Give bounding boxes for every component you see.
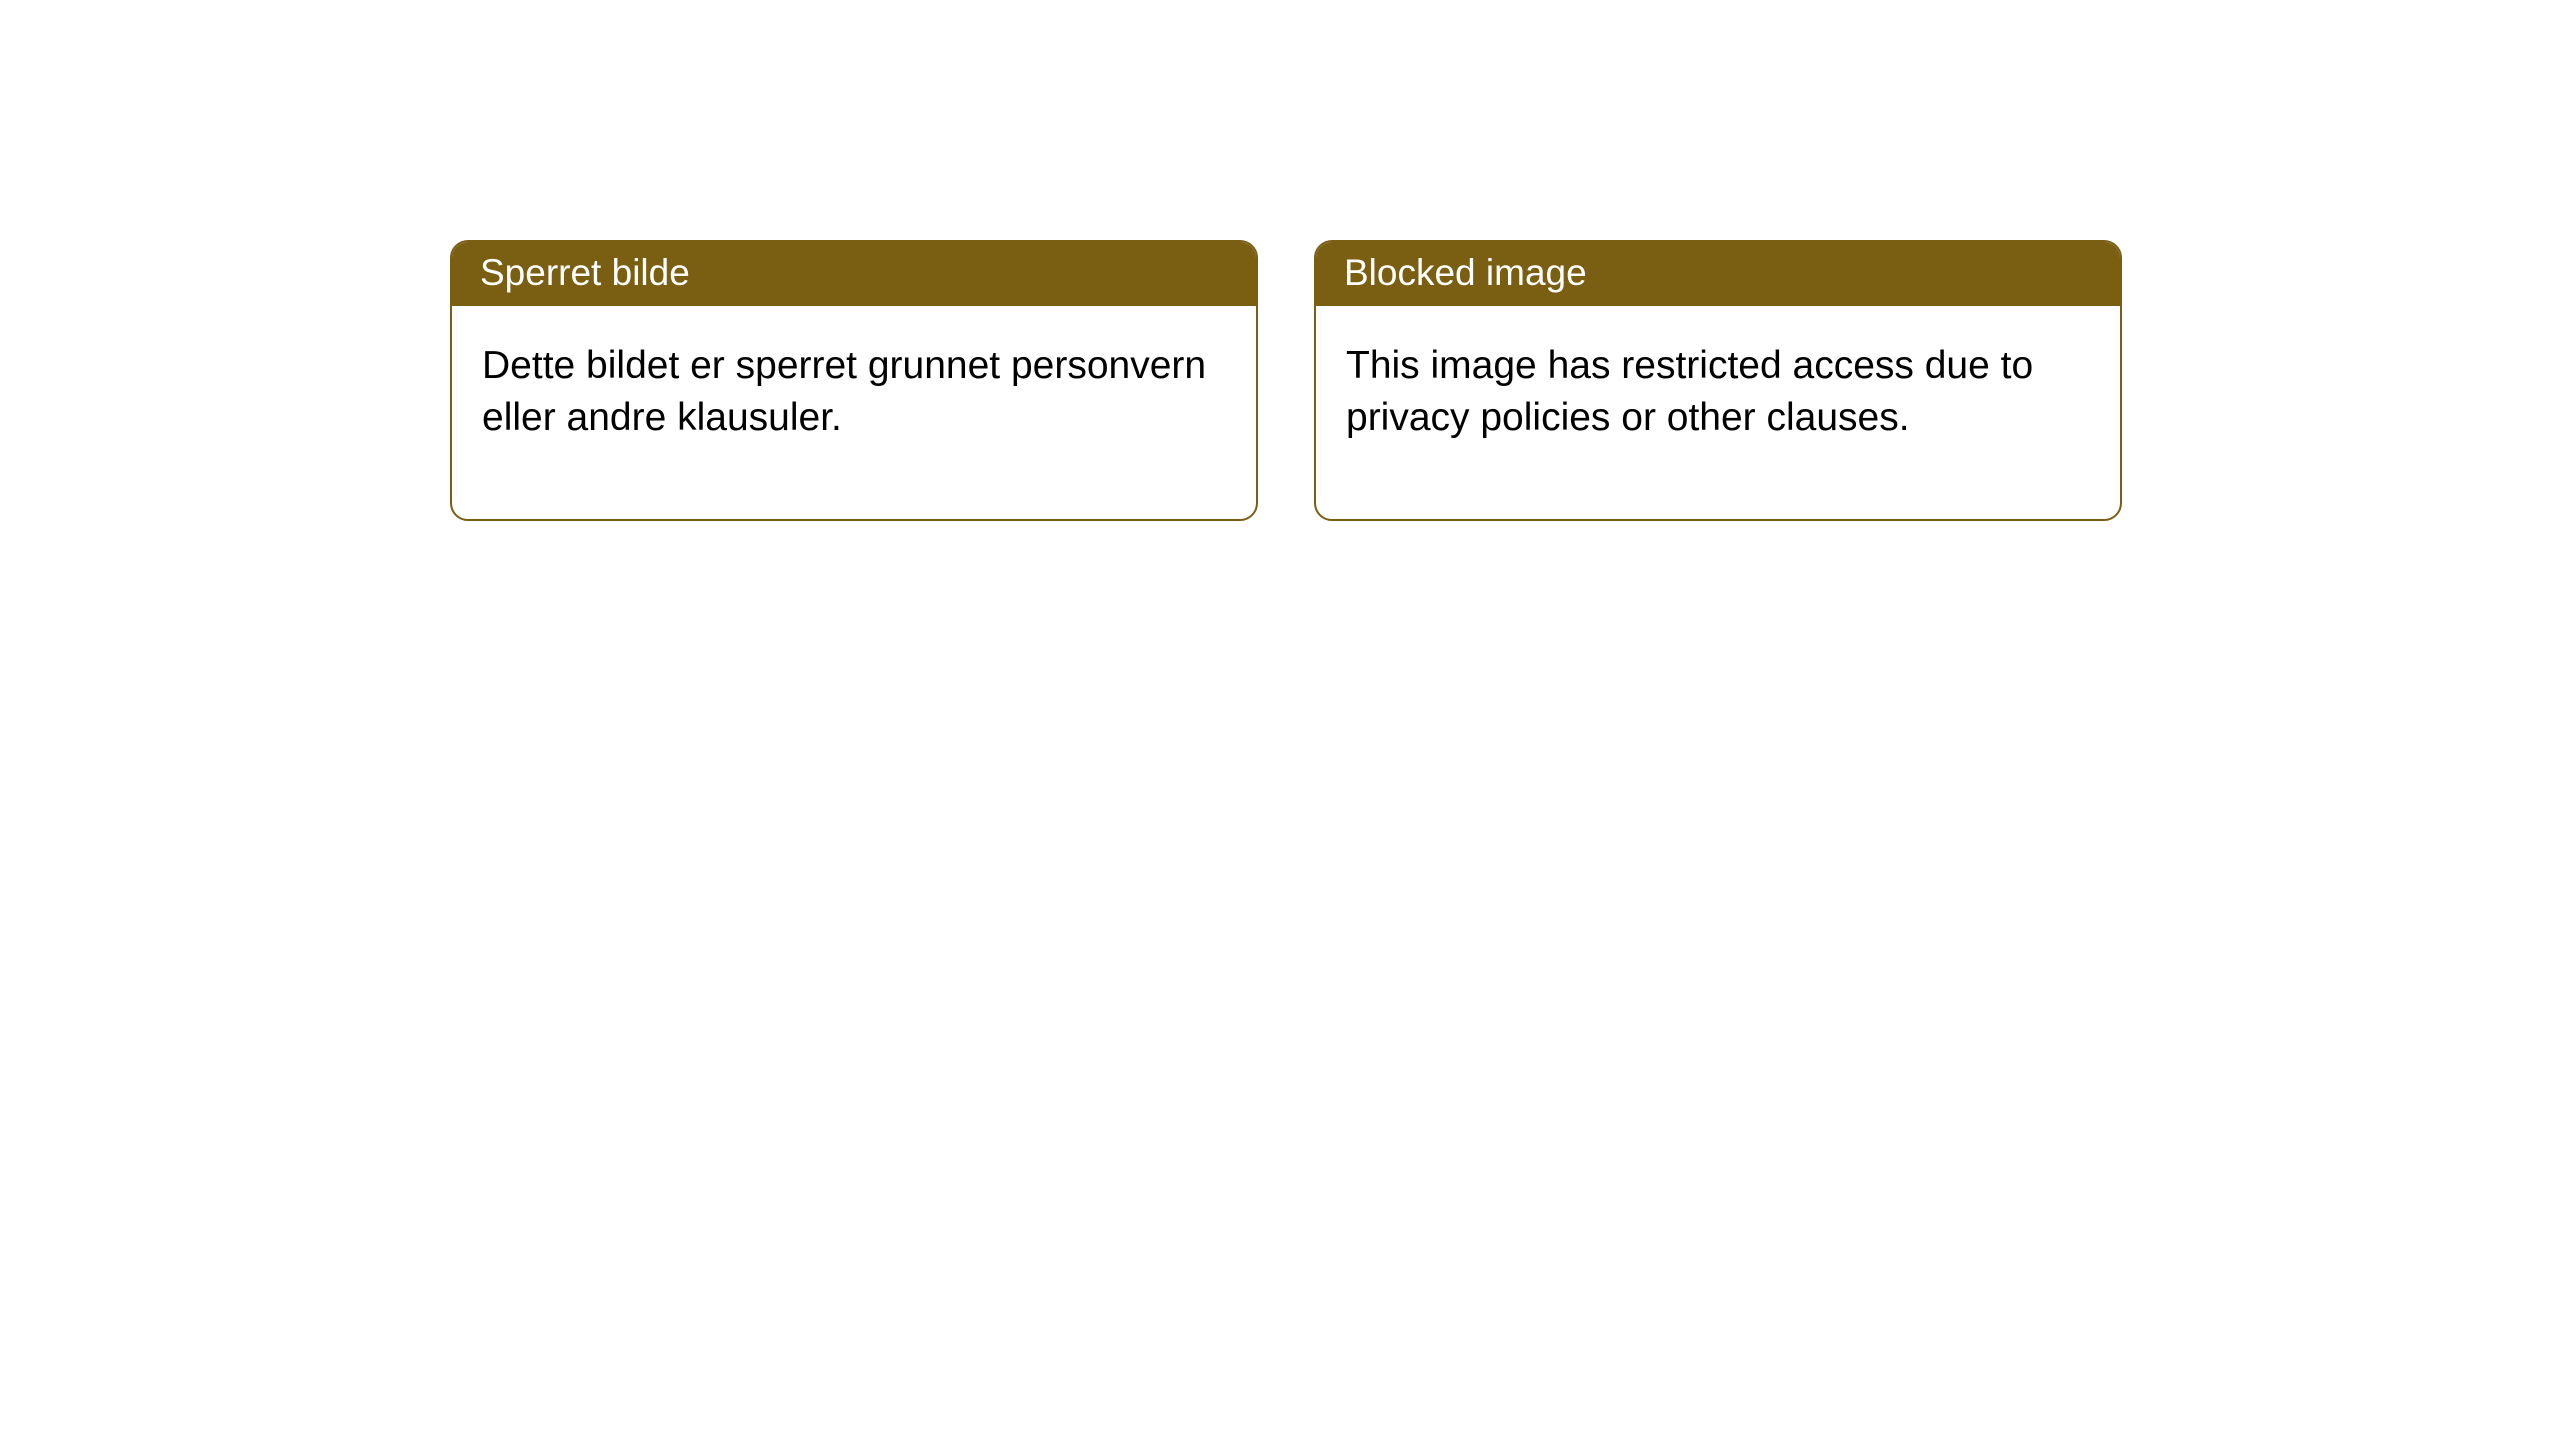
notice-card-norwegian: Sperret bilde Dette bildet er sperret gr… [450, 240, 1258, 521]
notice-title: Sperret bilde [452, 242, 1256, 306]
notice-card-english: Blocked image This image has restricted … [1314, 240, 2122, 521]
notice-body: This image has restricted access due to … [1316, 306, 2120, 519]
notice-body: Dette bildet er sperret grunnet personve… [452, 306, 1256, 519]
notice-title: Blocked image [1316, 242, 2120, 306]
notice-container: Sperret bilde Dette bildet er sperret gr… [0, 0, 2560, 521]
